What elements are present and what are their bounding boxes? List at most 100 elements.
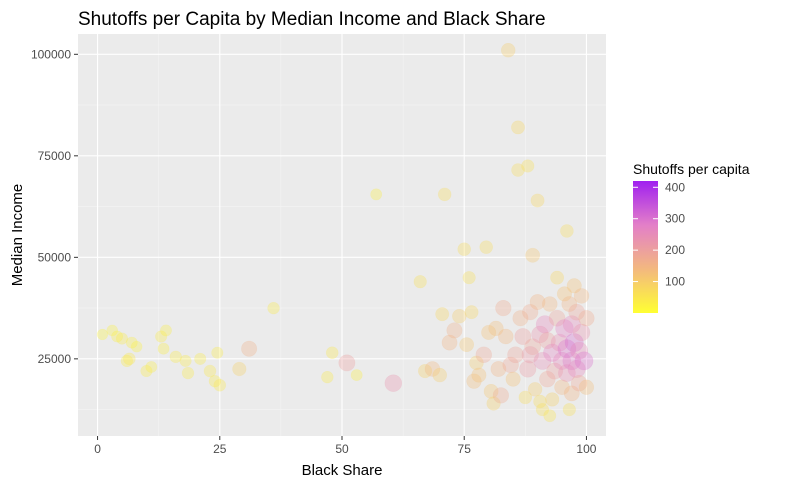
data-point (554, 379, 570, 396)
data-point (556, 286, 572, 302)
data-point (96, 328, 109, 341)
data-point (566, 278, 582, 294)
data-points (96, 43, 595, 423)
data-point (466, 373, 482, 389)
data-point (548, 309, 566, 327)
data-point (533, 351, 552, 370)
data-point (475, 346, 493, 364)
data-point (555, 319, 574, 338)
data-point (524, 338, 542, 356)
data-point (452, 308, 467, 324)
data-point (495, 299, 512, 317)
data-point (578, 310, 595, 327)
legend-label: 300 (665, 212, 685, 226)
data-point (519, 360, 537, 378)
data-point (535, 403, 550, 417)
data-point (570, 341, 589, 360)
y-tick-label: 50000 (38, 250, 72, 264)
data-point (203, 364, 217, 378)
legend-ticks: 100 200 300 400 (633, 180, 685, 289)
data-point (350, 369, 363, 381)
data-point (418, 363, 433, 379)
data-point (567, 359, 586, 379)
data-point (211, 346, 224, 359)
data-point (564, 333, 584, 353)
legend: Shutoffs per capita 100 200 300 400 (633, 161, 750, 313)
x-tick-label: 25 (213, 442, 227, 456)
major-gridlines (78, 34, 606, 436)
legend-label: 200 (665, 243, 685, 257)
data-point (570, 374, 588, 392)
data-point (446, 322, 463, 339)
data-point (527, 382, 543, 397)
legend-label: 400 (665, 180, 685, 194)
data-point (160, 324, 172, 337)
data-point (505, 371, 521, 387)
data-point (155, 330, 168, 343)
data-point (145, 361, 158, 373)
data-point (543, 409, 557, 423)
data-point (563, 385, 580, 402)
data-point (552, 351, 572, 370)
data-point (321, 370, 334, 384)
data-point (531, 325, 549, 344)
data-point (511, 120, 525, 135)
data-point (535, 315, 554, 334)
data-point (111, 330, 124, 343)
legend-label: 100 (665, 275, 685, 289)
data-point (213, 378, 227, 392)
data-point (573, 288, 590, 304)
data-point (267, 301, 280, 315)
data-point (550, 333, 569, 352)
data-point (483, 383, 499, 399)
data-point (558, 364, 576, 382)
data-point (562, 351, 582, 371)
data-point (125, 336, 138, 349)
data-point (157, 342, 170, 355)
data-point (481, 324, 497, 340)
data-point (542, 296, 558, 312)
data-point (546, 362, 564, 380)
y-tick-label: 25000 (38, 352, 72, 366)
data-point (208, 375, 222, 388)
data-point (530, 193, 545, 208)
data-point (492, 387, 510, 404)
data-point (130, 340, 143, 353)
data-point (572, 323, 591, 342)
data-point (462, 271, 476, 285)
data-point (525, 247, 541, 263)
data-point (500, 43, 516, 58)
data-point (241, 340, 258, 357)
data-point (521, 159, 535, 173)
y-axis-title: Median Income (9, 184, 26, 287)
data-point (562, 315, 581, 334)
data-point (432, 367, 448, 383)
data-point (533, 394, 547, 409)
y-axis: 25000 50000 75000 100000 (31, 47, 78, 366)
data-point (498, 328, 514, 345)
data-point (545, 392, 560, 407)
data-point (441, 334, 458, 351)
data-point (518, 390, 533, 405)
x-tick-label: 0 (94, 442, 101, 456)
data-point (486, 396, 501, 411)
data-point (179, 354, 192, 367)
data-point (469, 355, 484, 371)
data-point (502, 356, 519, 374)
data-point (338, 354, 356, 372)
data-point (413, 275, 427, 289)
data-point (511, 163, 525, 177)
data-point (181, 366, 195, 380)
data-point (560, 224, 574, 238)
x-tick-label: 75 (458, 442, 472, 456)
data-point (194, 352, 207, 365)
data-point (507, 346, 524, 364)
data-point (232, 361, 247, 377)
data-point (539, 370, 556, 388)
data-point (437, 187, 452, 202)
data-point (106, 324, 118, 337)
data-point (457, 242, 471, 256)
data-point (522, 304, 539, 321)
x-tick-label: 100 (576, 442, 596, 456)
